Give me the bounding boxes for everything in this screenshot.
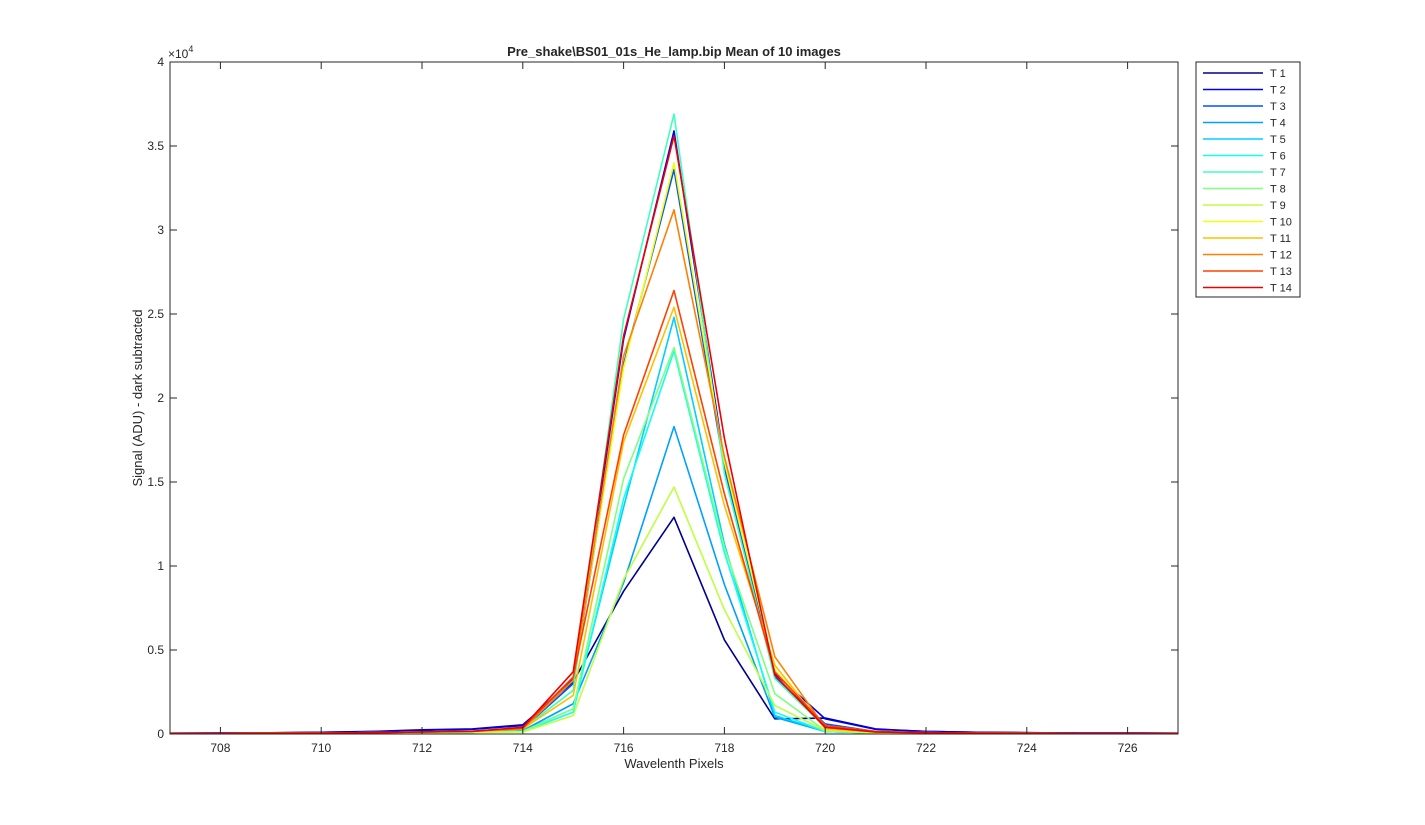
legend-label: T 10	[1270, 217, 1292, 229]
y-tick-label: 1	[157, 559, 164, 573]
legend-label: T 4	[1270, 118, 1286, 130]
legend-item: T 4	[1203, 118, 1286, 130]
y-axis-label: Signal (ADU) - dark subtracted	[130, 309, 145, 486]
legend-item: T 7	[1203, 167, 1286, 179]
y-tick-label: 2	[157, 391, 164, 405]
legend-label: T 14	[1270, 283, 1292, 295]
legend-item: T 9	[1203, 200, 1286, 212]
x-tick-label: 714	[513, 741, 533, 755]
y-exponent-power: 4	[188, 44, 193, 54]
legend-item: T 3	[1203, 101, 1286, 113]
legend-item: T 1	[1203, 68, 1286, 80]
legend-label: T 1	[1270, 68, 1286, 80]
legend-item: T 10	[1203, 217, 1292, 229]
y-tick-label: 2.5	[147, 307, 164, 321]
legend-item: T 12	[1203, 250, 1292, 262]
legend-label: T 6	[1270, 151, 1286, 163]
y-tick-label: 3	[157, 223, 164, 237]
y-tick-label: 0	[157, 727, 164, 741]
legend-label: T 9	[1270, 200, 1286, 212]
x-tick-label: 720	[815, 741, 835, 755]
y-tick-label: 0.5	[147, 643, 164, 657]
legend-box	[1195, 61, 1301, 298]
legend-item: T 13	[1203, 266, 1292, 278]
x-tick-label: 708	[210, 741, 230, 755]
legend: T 1 T 2 T 3 T 4 T 5 T 6 T 7 T 8 T 9 T 10 T 11 T 12 T…	[1195, 61, 1301, 298]
x-tick-label: 710	[311, 741, 331, 755]
x-tick-label: 722	[916, 741, 936, 755]
y-tick-label: 1.5	[147, 475, 164, 489]
x-tick-label: 724	[1017, 741, 1037, 755]
chart-title: Pre_shake\BS01_01s_He_lamp.bip Mean of 1…	[507, 44, 841, 59]
legend-label: T 13	[1270, 266, 1292, 278]
x-tick-label: 726	[1118, 741, 1138, 755]
y-exponent-base: ×10	[168, 47, 189, 61]
legend-label: T 3	[1270, 101, 1286, 113]
series-line-14	[169, 135, 1179, 735]
legend-item: T 11	[1203, 233, 1291, 245]
legend-label: T 7	[1270, 167, 1286, 179]
x-axis-label: Wavelenth Pixels	[624, 756, 724, 771]
x-tick-label: 716	[614, 741, 634, 755]
y-axis-exponent: ×104	[168, 44, 193, 61]
y-tick-label: 4	[157, 55, 164, 69]
legend-items: T 1 T 2 T 3 T 4 T 5 T 6 T 7 T 8 T 9 T 10 T 11 T 12 T…	[1203, 68, 1292, 295]
legend-label: T 2	[1270, 85, 1286, 97]
legend-item: T 5	[1203, 134, 1286, 146]
x-tick-label: 718	[714, 741, 734, 755]
legend-label: T 12	[1270, 250, 1292, 262]
x-tick-label: 712	[412, 741, 432, 755]
y-tick-label: 3.5	[147, 139, 164, 153]
legend-label: T 5	[1270, 134, 1286, 146]
legend-item: T 2	[1203, 85, 1286, 97]
legend-label: T 11	[1270, 233, 1291, 245]
legend-item: T 8	[1203, 184, 1286, 196]
ticks-layer: 708 710 712 714 716 718 720 722 724 726 0 0.5 1 1.5 2 2…	[147, 55, 1178, 755]
legend-item: T 6	[1203, 151, 1286, 163]
legend-label: T 8	[1270, 184, 1286, 196]
legend-item: T 14	[1203, 283, 1292, 295]
